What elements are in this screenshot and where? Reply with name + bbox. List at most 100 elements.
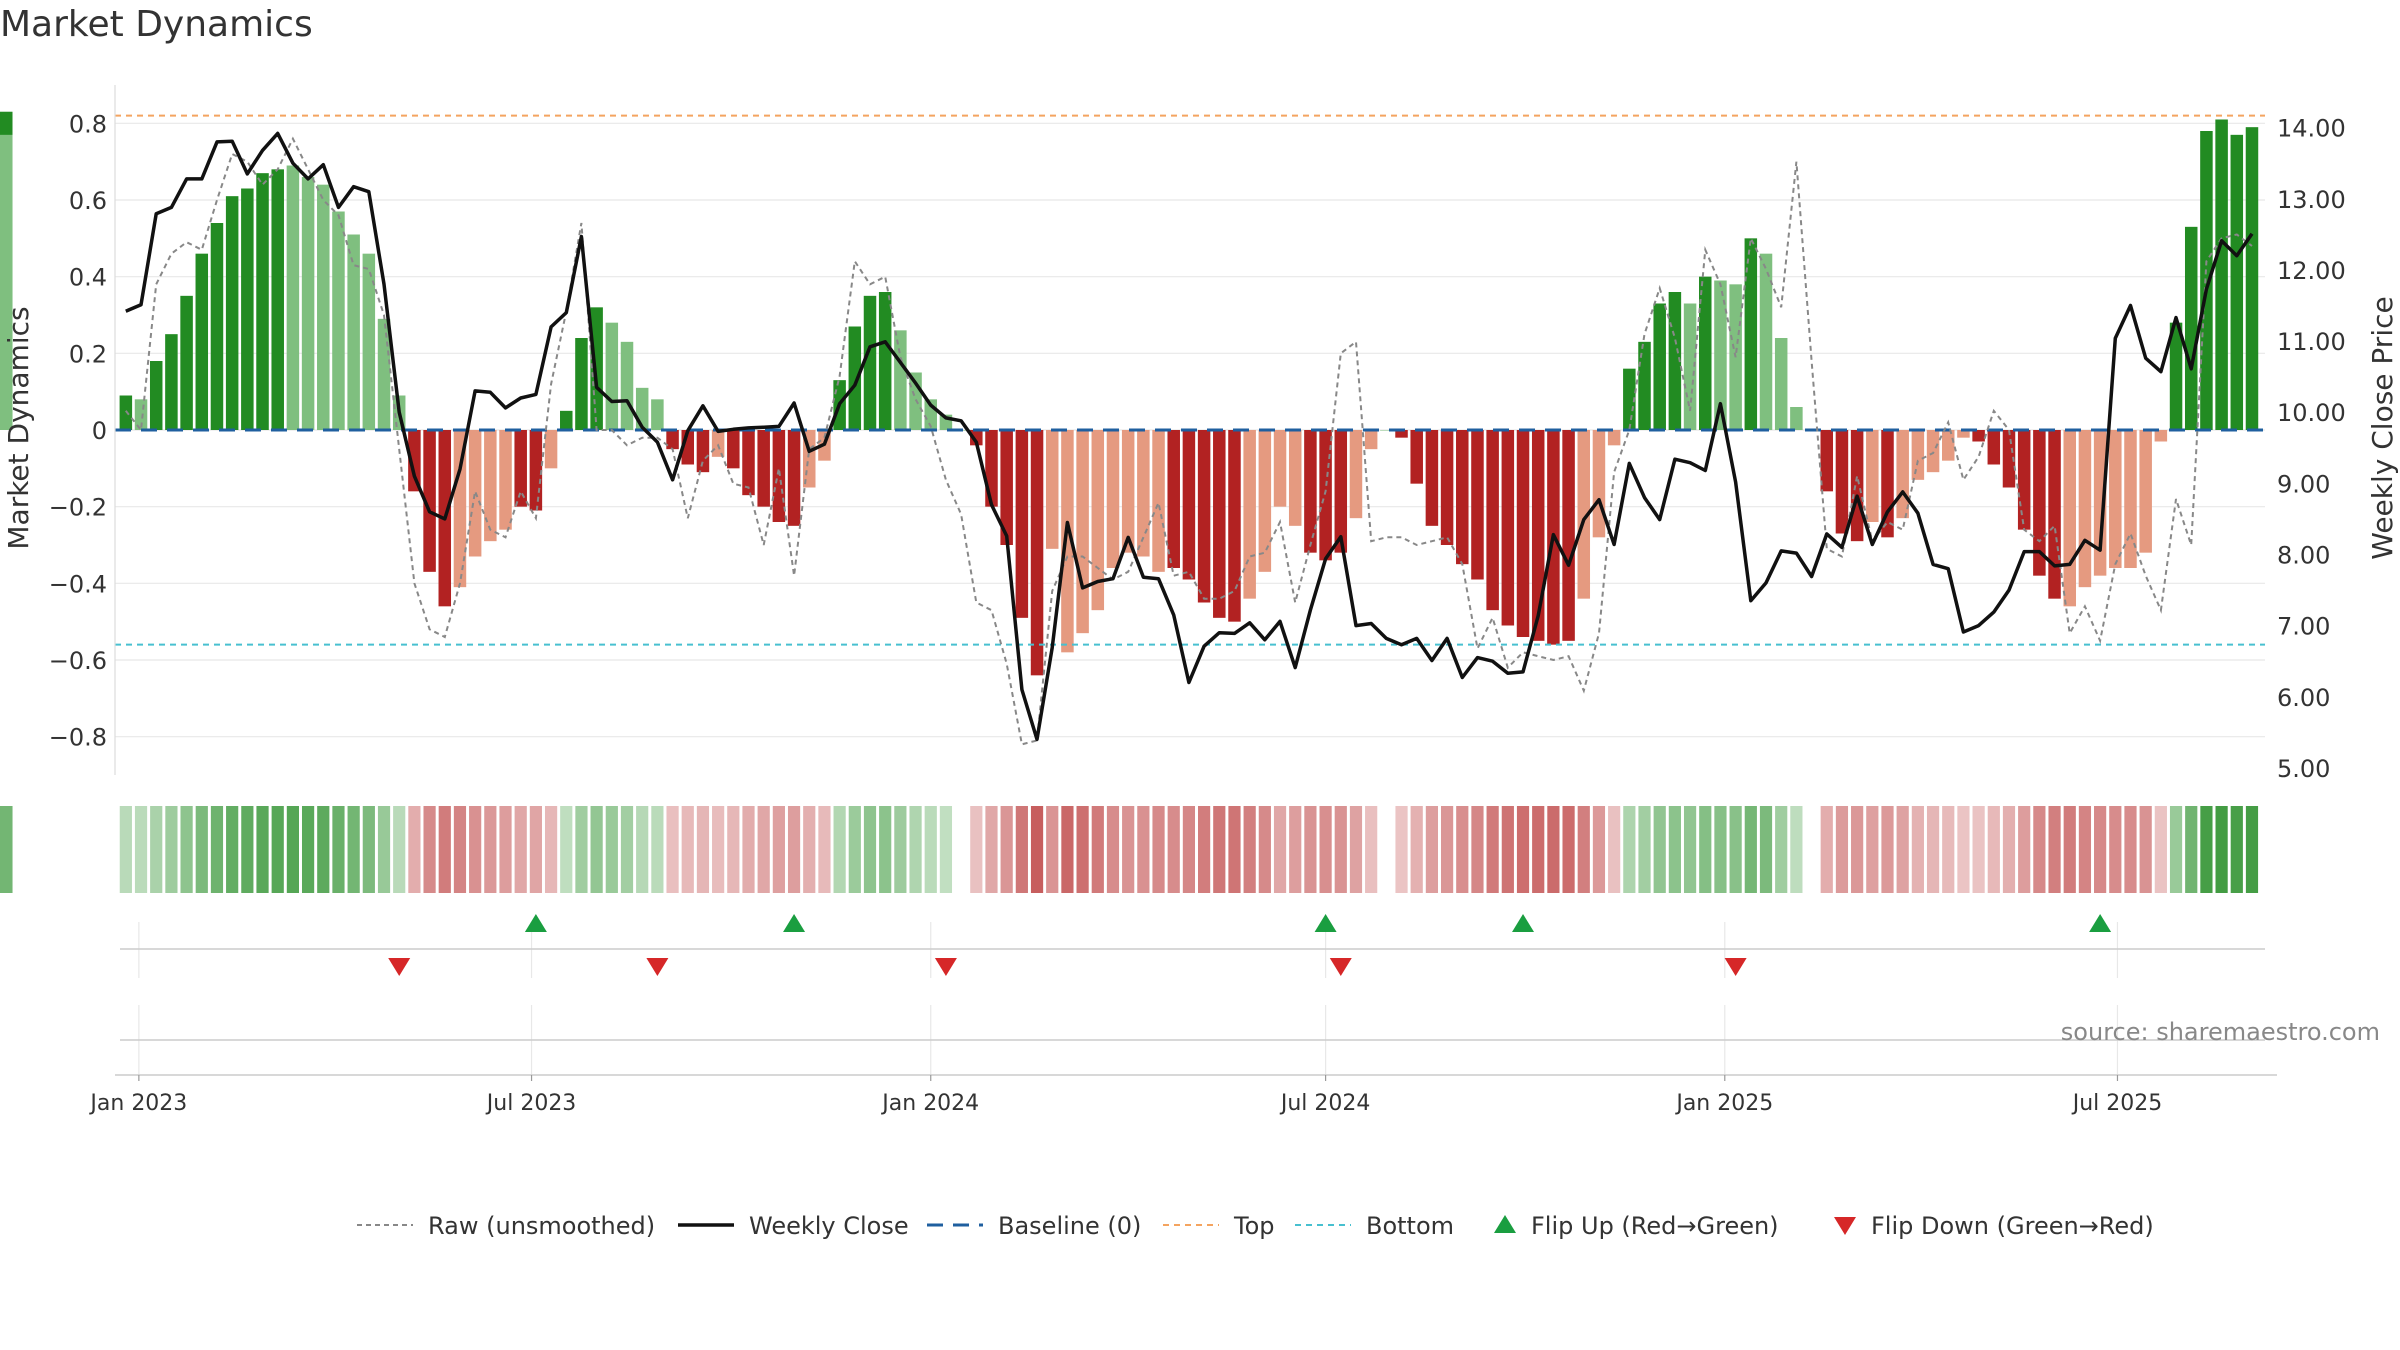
y2-tick-label: 5.00 (2277, 755, 2330, 783)
regime-cell (939, 806, 953, 893)
x-tick-label: Jul 2025 (2071, 1091, 2163, 1116)
regime-cell (2139, 806, 2152, 893)
bar (696, 430, 710, 473)
bar (2184, 226, 2198, 430)
bar (332, 211, 345, 430)
bar (970, 430, 983, 446)
bars-layer (0, 111, 2259, 676)
bar (711, 430, 725, 457)
regime-cell (620, 806, 634, 893)
regime-cell (2200, 806, 2213, 893)
bar (1364, 430, 1378, 450)
regime-cell (1258, 806, 1271, 893)
legend: Raw (unsmoothed) Weekly Close Baseline (0)… (357, 1212, 2154, 1240)
bar (1531, 430, 1545, 641)
lines-layer (115, 114, 2265, 746)
bar (256, 173, 269, 430)
bar (651, 399, 664, 430)
bar (1425, 430, 1439, 526)
regime-cell (863, 806, 877, 893)
regime-cell (1015, 806, 1028, 893)
legend-item[interactable]: Flip Up (Red→Green) (1494, 1212, 1779, 1240)
bar (1015, 430, 1029, 618)
x-axis: Jan 2023 Jul 2023 Jan 2024 Jul 2024 Jan 2025… (88, 1075, 2162, 1116)
x-tick-label: Jan 2023 (88, 1091, 187, 1116)
flip-down-marker (934, 958, 957, 976)
regime-cell (210, 806, 224, 893)
regime-cell (848, 806, 861, 893)
flip-up-marker (2089, 914, 2112, 932)
legend-label: Raw (unsmoothed) (428, 1212, 655, 1240)
regime-cell (1866, 806, 1879, 893)
bar (1121, 430, 1135, 553)
bar (1926, 430, 1940, 473)
regime-cell (666, 806, 679, 893)
bar (2033, 430, 2046, 576)
bar (2093, 430, 2107, 576)
regime-cell (1106, 806, 1120, 893)
regime-cell (1638, 806, 1651, 893)
legend-item[interactable]: Flip Down (Green→Red) (1834, 1212, 2154, 1240)
bar (1699, 276, 1712, 430)
regime-cell (1714, 806, 1727, 893)
regime-cell (1668, 806, 1681, 893)
regime-cell (1881, 806, 1894, 893)
bar (757, 430, 770, 507)
legend-label: Top (1233, 1212, 1275, 1240)
legend-label: Baseline (0) (998, 1212, 1141, 1240)
regime-cell (1729, 806, 1742, 893)
bar (2169, 322, 2183, 430)
regime-cell (985, 806, 998, 893)
legend-item[interactable]: Raw (unsmoothed) (357, 1212, 655, 1240)
flip-down-marker (388, 958, 411, 976)
bar (1410, 430, 1423, 484)
y-axis-right-label: Weekly Close Price (2366, 296, 2399, 559)
bar (423, 430, 436, 572)
regime-cell (347, 806, 360, 893)
legend-item[interactable]: Bottom (1295, 1212, 1454, 1240)
regime-cell (469, 806, 482, 893)
bar (514, 430, 527, 507)
bar (590, 307, 603, 430)
bar (1061, 430, 1074, 653)
regime-cell (423, 806, 436, 893)
grid-layer (115, 122, 2265, 1075)
legend-item[interactable]: Weekly Close (678, 1212, 909, 1240)
y-tick-label: −0.6 (49, 647, 107, 675)
regime-cell (1137, 806, 1150, 893)
regime-cell (271, 806, 284, 893)
regime-cell (2048, 806, 2061, 893)
legend-item[interactable]: Top (1163, 1212, 1275, 1240)
bar (605, 322, 619, 430)
bar (1623, 368, 1636, 430)
bar (1896, 430, 1909, 519)
bar (2200, 131, 2213, 430)
regime-cell (499, 806, 512, 893)
regime-cell (1000, 806, 1013, 893)
regime-cell (605, 806, 618, 893)
regime-cell (2230, 806, 2243, 893)
regime-cell (1532, 806, 1545, 893)
regime-cell (1486, 806, 1499, 893)
bar (1182, 430, 1196, 580)
regime-cell (438, 806, 451, 893)
regime-cell (696, 806, 710, 893)
bar (1683, 303, 1697, 430)
regime-cell (2094, 806, 2107, 893)
flip-down-marker (1329, 958, 1352, 976)
bar (787, 430, 801, 526)
regime-cell (1365, 806, 1378, 893)
bar (2230, 134, 2244, 431)
flip-up-marker (1314, 914, 1337, 932)
regime-cell (317, 806, 330, 893)
bar (1759, 253, 1773, 430)
legend-label: Flip Down (Green→Red) (1871, 1212, 2154, 1240)
regime-cell (1273, 806, 1287, 893)
regime-cell (256, 806, 269, 893)
regime-cell (1562, 806, 1575, 893)
regime-cell (0, 806, 13, 893)
bar (2078, 430, 2092, 588)
legend-item[interactable]: Baseline (0) (927, 1212, 1141, 1240)
regime-cell (2154, 806, 2167, 893)
bar (1577, 430, 1591, 599)
